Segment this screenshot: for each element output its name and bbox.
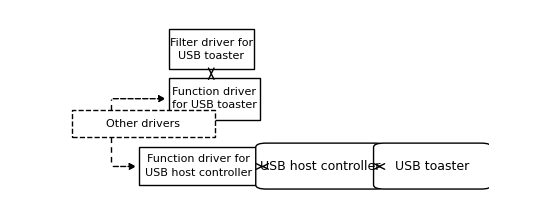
Text: Filter driver for
USB toaster: Filter driver for USB toaster <box>169 38 253 61</box>
Text: USB host controller: USB host controller <box>260 160 381 173</box>
Bar <box>72 110 215 137</box>
Bar <box>169 78 260 119</box>
Bar <box>169 29 254 69</box>
Text: Function driver
for USB toaster: Function driver for USB toaster <box>172 87 257 110</box>
Bar <box>139 147 258 185</box>
FancyBboxPatch shape <box>374 143 491 189</box>
FancyBboxPatch shape <box>256 143 386 189</box>
Text: Other drivers: Other drivers <box>106 119 180 129</box>
Text: USB toaster: USB toaster <box>395 160 470 173</box>
Text: Function driver for
USB host controller: Function driver for USB host controller <box>146 154 252 178</box>
